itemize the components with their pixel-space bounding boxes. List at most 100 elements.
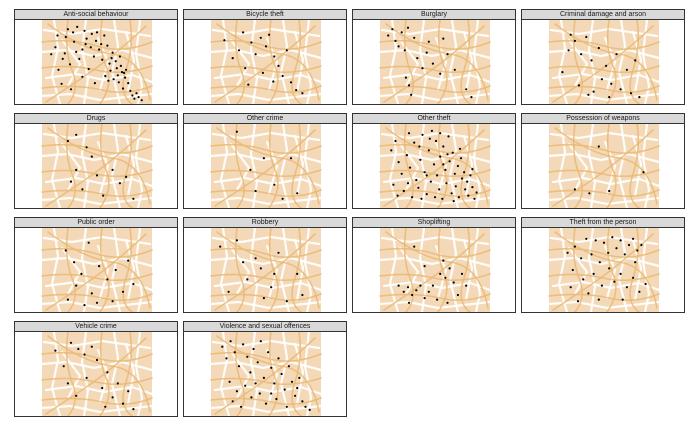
crime-point (75, 50, 78, 53)
crime-point (425, 174, 428, 177)
crime-point (295, 89, 298, 92)
crime-point (85, 146, 88, 149)
basemap (40, 332, 154, 416)
crime-point (460, 272, 464, 275)
crime-point (387, 34, 390, 37)
crime-point (66, 28, 69, 31)
crime-point (95, 301, 99, 304)
crime-point (246, 355, 249, 358)
crime-point (632, 276, 635, 279)
crime-point (116, 382, 119, 385)
crime-point (277, 357, 280, 360)
crime-point (87, 67, 90, 71)
crime-point (602, 241, 606, 244)
crime-point (225, 357, 228, 360)
crime-point (397, 284, 400, 287)
crime-point (464, 188, 467, 191)
crime-point (406, 182, 410, 185)
crime-point (270, 392, 273, 395)
crime-point (132, 282, 135, 286)
crime-point (75, 284, 78, 287)
crime-point (122, 71, 126, 74)
crime-point (634, 261, 637, 264)
crime-point (83, 29, 86, 32)
crime-point (419, 158, 422, 161)
crime-point (285, 405, 288, 408)
crime-point (252, 347, 255, 351)
crime-point (597, 298, 600, 301)
basemap (209, 332, 323, 416)
crime-point (615, 247, 618, 250)
crime-point (75, 133, 78, 136)
crime-point (423, 265, 426, 268)
crime-point (423, 297, 426, 300)
crime-point (421, 133, 424, 136)
crime-point (219, 245, 222, 248)
crime-point (228, 380, 231, 383)
crime-point (619, 88, 622, 91)
crime-point (115, 67, 118, 70)
crime-point (427, 40, 430, 43)
crime-point (111, 168, 114, 171)
crime-point (246, 278, 249, 281)
facet-plot (378, 20, 492, 104)
crime-point (66, 382, 69, 385)
crime-point (80, 272, 83, 275)
crime-point (84, 43, 87, 46)
crime-point (420, 197, 423, 200)
crime-point (304, 405, 307, 408)
facet-strip-label: Drugs (15, 114, 177, 124)
crime-point (451, 151, 454, 154)
crime-point (277, 251, 280, 254)
crime-point (127, 82, 130, 85)
crime-point (436, 174, 439, 177)
crime-point (124, 76, 127, 79)
crime-point (90, 155, 93, 158)
crime-point (106, 44, 109, 47)
crime-point (590, 59, 593, 62)
crime-point (127, 390, 130, 393)
basemap (209, 124, 323, 208)
crime-points (387, 26, 473, 99)
crime-point (81, 48, 84, 51)
crime-point (418, 145, 421, 148)
crime-point (78, 57, 81, 61)
facet-strip-label: Other theft (353, 114, 515, 124)
facet-strip-label: Burglary (353, 10, 515, 20)
crime-point (407, 132, 411, 135)
crime-point (125, 68, 128, 71)
crime-point (573, 245, 576, 248)
crime-point (396, 194, 399, 197)
crime-point (619, 239, 622, 242)
crime-point (431, 284, 434, 287)
crime-point (296, 386, 299, 390)
crime-point (235, 390, 238, 393)
crime-point (600, 284, 603, 287)
crime-point (423, 171, 426, 174)
crime-point (95, 174, 99, 177)
crime-point (254, 382, 257, 385)
crime-point (119, 64, 122, 67)
crime-point (442, 145, 445, 148)
crime-point (301, 400, 304, 403)
crime-point (458, 147, 462, 150)
basemap (209, 20, 323, 104)
crime-point (467, 194, 470, 197)
crime-point (448, 267, 451, 270)
crime-point (239, 405, 243, 408)
crime-point (439, 155, 442, 158)
crime-point (408, 166, 412, 169)
facet-panel: Public order (14, 217, 178, 313)
crime-point (421, 67, 424, 70)
crime-point (117, 81, 120, 84)
crime-point (615, 53, 618, 56)
crime-point (85, 37, 88, 40)
crime-point (608, 267, 611, 270)
crime-point (405, 154, 408, 157)
crime-points (397, 245, 468, 304)
crime-point (416, 57, 419, 60)
crime-point (394, 139, 397, 143)
crime-point (62, 365, 65, 368)
crime-point (415, 289, 418, 292)
basemap (40, 20, 154, 104)
